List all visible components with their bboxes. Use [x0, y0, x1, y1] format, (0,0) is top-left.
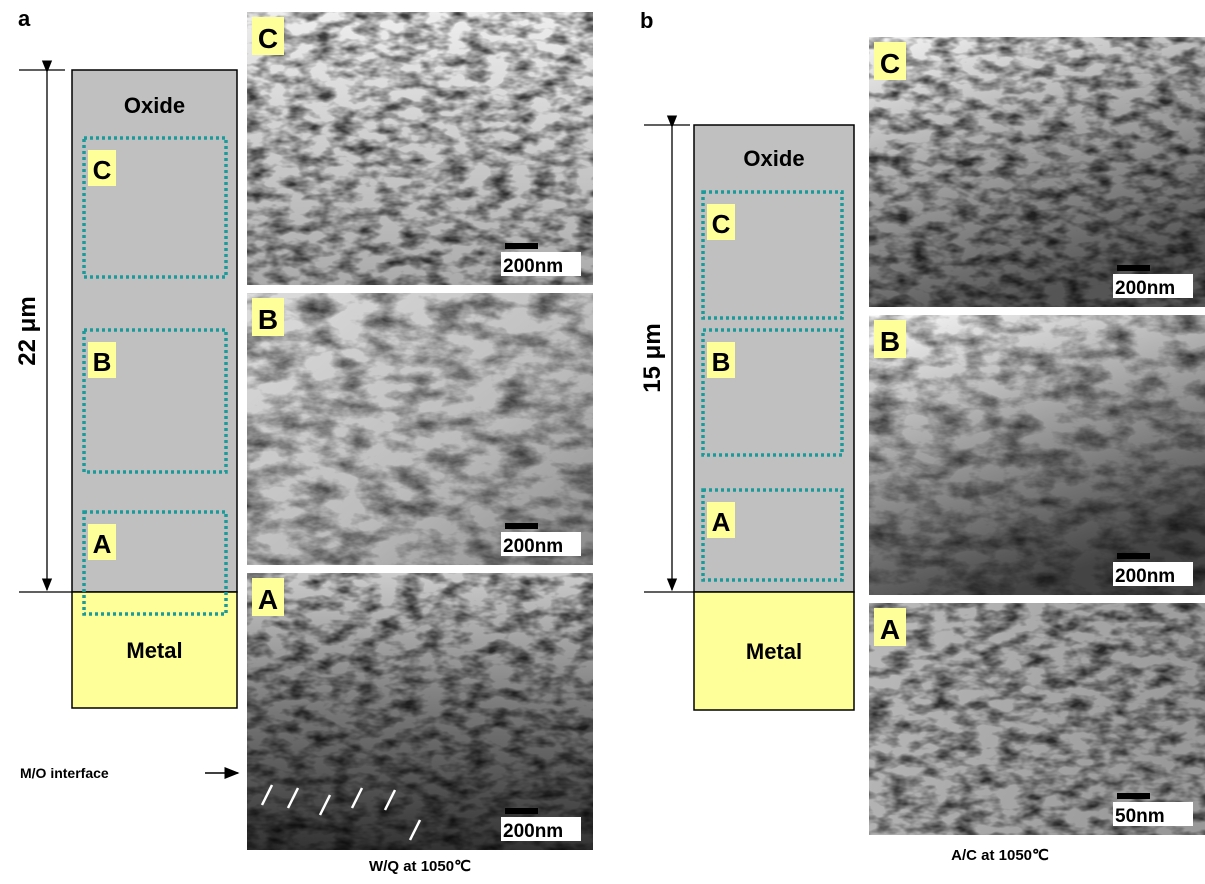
figure: a Oxide Metal 22 μm C B A C 200nm B 200nm A 200nm M/O… [0, 0, 1205, 879]
micrograph-texture [247, 293, 593, 565]
caption: A/C at 1050℃ [951, 847, 1049, 864]
scale-bar [505, 243, 538, 249]
oxide-label: Oxide [124, 93, 185, 118]
image-label: C [258, 23, 278, 54]
scale-bar [505, 808, 538, 814]
scale-label: 200nm [1115, 278, 1175, 299]
scale-label: 200nm [503, 536, 563, 557]
caption: W/Q at 1050℃ [369, 858, 471, 875]
panel-letter: a [18, 6, 31, 31]
micrograph-texture [247, 573, 593, 850]
region-label: A [93, 529, 112, 559]
micrograph-texture [247, 12, 593, 285]
micrograph-texture [869, 603, 1205, 835]
region-label: C [93, 155, 112, 185]
metal-label: Metal [126, 638, 182, 663]
image-label: C [880, 48, 900, 79]
region-label: C [712, 209, 731, 239]
metal-label: Metal [746, 639, 802, 664]
scale-label: 200nm [1115, 566, 1175, 587]
image-label: B [258, 304, 278, 335]
micrograph-texture [869, 37, 1205, 307]
panel-letter: b [640, 8, 653, 33]
scale-bar [1117, 553, 1150, 559]
region-label: B [93, 347, 112, 377]
thickness-label: 22 μm [14, 296, 41, 365]
image-label: A [258, 584, 278, 615]
scale-label: 200nm [503, 256, 563, 277]
page: {"panels": [ {"letter": "a", "thickness"… [0, 0, 1205, 884]
image-label: A [880, 614, 900, 645]
region-label: A [712, 507, 731, 537]
region-label: B [712, 347, 731, 377]
scale-label: 200nm [503, 821, 563, 842]
micrograph-texture [869, 315, 1205, 595]
oxide-label: Oxide [743, 146, 804, 171]
scale-bar [1117, 793, 1150, 799]
image-label: B [880, 326, 900, 357]
thickness-label: 15 μm [639, 323, 666, 392]
interface-label: M/O interface [20, 765, 109, 781]
scale-label: 50nm [1115, 806, 1165, 827]
scale-bar [505, 523, 538, 529]
scale-bar [1117, 265, 1150, 271]
